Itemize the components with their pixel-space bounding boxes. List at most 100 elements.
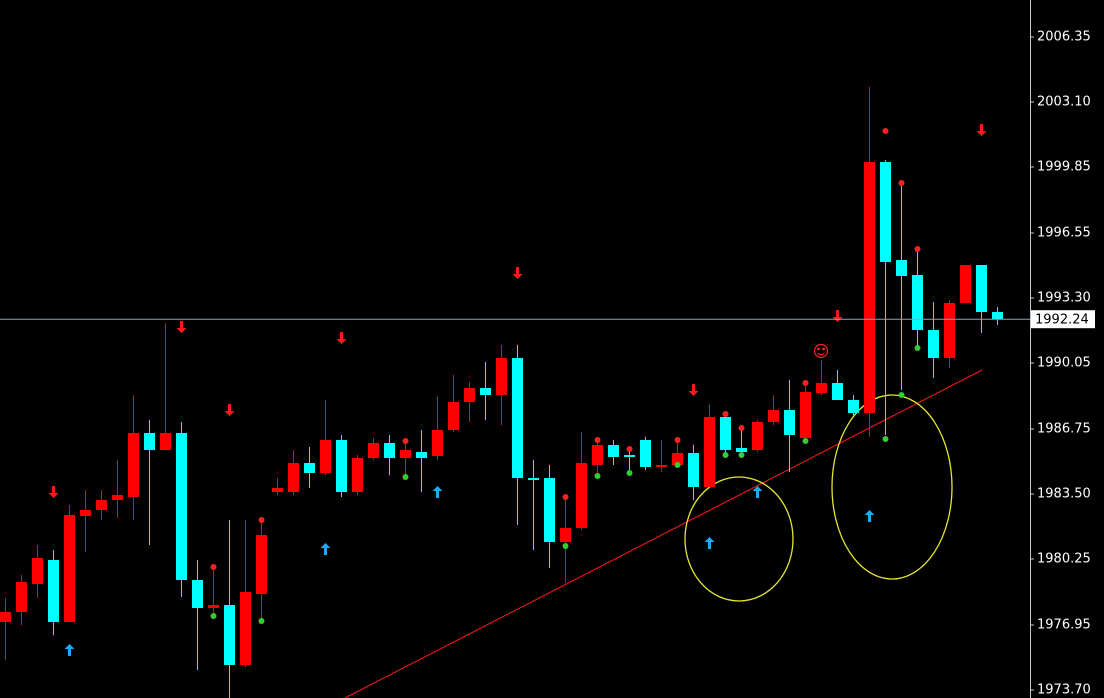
candle-body bbox=[880, 162, 891, 262]
candle-body bbox=[736, 448, 747, 452]
candle-body bbox=[304, 463, 315, 473]
signal-dot bbox=[802, 380, 809, 386]
down-arrow bbox=[48, 486, 59, 498]
candle-body bbox=[160, 433, 171, 450]
candle-body bbox=[992, 312, 1003, 320]
signal-dot bbox=[626, 446, 633, 452]
signal-dot bbox=[562, 494, 569, 500]
candle-body bbox=[592, 445, 603, 465]
candle-body bbox=[352, 458, 363, 492]
candle-body bbox=[448, 402, 459, 430]
candle-body bbox=[176, 433, 187, 580]
candle-body bbox=[128, 433, 139, 497]
signal-dot bbox=[402, 474, 409, 480]
up-arrow bbox=[704, 537, 715, 549]
signal-dot bbox=[722, 411, 729, 417]
candle-body bbox=[144, 433, 155, 450]
down-arrow bbox=[512, 267, 523, 279]
candle-body bbox=[608, 445, 619, 457]
signal-dot bbox=[594, 473, 601, 479]
up-arrow bbox=[64, 644, 75, 656]
candle-body bbox=[96, 500, 107, 510]
up-arrow bbox=[752, 486, 763, 498]
candle-body bbox=[272, 488, 283, 492]
drawings bbox=[344, 343, 983, 698]
candle-body bbox=[752, 422, 763, 450]
y-tick-label: 2003.10 bbox=[1037, 95, 1091, 110]
candle-body bbox=[896, 260, 907, 276]
candle-body bbox=[384, 443, 395, 458]
candle-body bbox=[64, 515, 75, 622]
highlight-ellipse bbox=[684, 476, 794, 602]
down-arrow bbox=[176, 321, 187, 333]
candle-body bbox=[720, 417, 731, 450]
candle-body bbox=[192, 580, 203, 608]
candle-body bbox=[624, 455, 635, 457]
up-arrow bbox=[864, 510, 875, 522]
candle-body bbox=[256, 535, 267, 594]
signal-dot bbox=[210, 613, 217, 619]
signal-dot bbox=[898, 180, 905, 186]
y-tick-label: 1993.30 bbox=[1037, 291, 1091, 306]
signal-dot bbox=[914, 345, 921, 351]
signal-dot bbox=[882, 128, 889, 134]
candle-body bbox=[640, 440, 651, 467]
candle-body bbox=[80, 510, 91, 516]
y-tick-label: 1990.05 bbox=[1037, 356, 1091, 371]
candle-body bbox=[960, 265, 971, 303]
signal-dot bbox=[882, 436, 889, 442]
candle-body bbox=[208, 605, 219, 608]
up-arrow bbox=[432, 486, 443, 498]
candle-body bbox=[768, 410, 779, 422]
signal-dot bbox=[738, 452, 745, 458]
candle-body bbox=[432, 430, 443, 456]
candle-body bbox=[848, 400, 859, 413]
trend-line bbox=[344, 369, 983, 698]
candle-body bbox=[320, 440, 331, 473]
signal-dot bbox=[674, 437, 681, 443]
current-price-label: 1992.24 bbox=[1035, 313, 1089, 328]
down-arrow bbox=[688, 384, 699, 396]
candle-body bbox=[48, 560, 59, 622]
signal-dot bbox=[258, 517, 265, 523]
candle-body bbox=[0, 612, 11, 622]
y-tick-label: 1986.75 bbox=[1037, 422, 1091, 437]
signal-dot bbox=[738, 425, 745, 431]
y-tick-label: 1999.85 bbox=[1037, 160, 1091, 175]
candle-body bbox=[464, 388, 475, 402]
signal-dot bbox=[594, 437, 601, 443]
candle-body bbox=[16, 582, 27, 612]
candle-body bbox=[976, 265, 987, 312]
candle-body bbox=[864, 162, 875, 413]
signal-dot bbox=[402, 438, 409, 444]
candle-body bbox=[32, 558, 43, 584]
candle-body bbox=[336, 440, 347, 492]
candle-body bbox=[576, 463, 587, 528]
signal-dot bbox=[722, 452, 729, 458]
y-tick-label: 1983.50 bbox=[1037, 487, 1091, 502]
signal-dot bbox=[802, 438, 809, 444]
candle-body bbox=[224, 605, 235, 665]
candle-body bbox=[928, 330, 939, 358]
candle-body bbox=[560, 528, 571, 542]
candle-body bbox=[512, 358, 523, 478]
signal-dot bbox=[258, 618, 265, 624]
candle-body bbox=[480, 388, 491, 395]
candle-body bbox=[528, 478, 539, 480]
candle-body bbox=[816, 383, 827, 393]
down-arrow bbox=[976, 124, 987, 136]
candle-body bbox=[544, 478, 555, 542]
y-tick-label: 1996.55 bbox=[1037, 226, 1091, 241]
candle-body bbox=[784, 410, 795, 435]
smiley-icon bbox=[813, 343, 829, 359]
candle-body bbox=[240, 592, 251, 665]
candle-body bbox=[656, 465, 667, 467]
candle-body bbox=[704, 417, 715, 487]
candle-body bbox=[368, 443, 379, 458]
y-tick-label: 1980.25 bbox=[1037, 552, 1091, 567]
down-arrow bbox=[224, 404, 235, 416]
signal-dot bbox=[562, 543, 569, 549]
candle-body bbox=[912, 275, 923, 330]
signal-dot bbox=[898, 392, 905, 398]
candle-body bbox=[944, 303, 955, 358]
